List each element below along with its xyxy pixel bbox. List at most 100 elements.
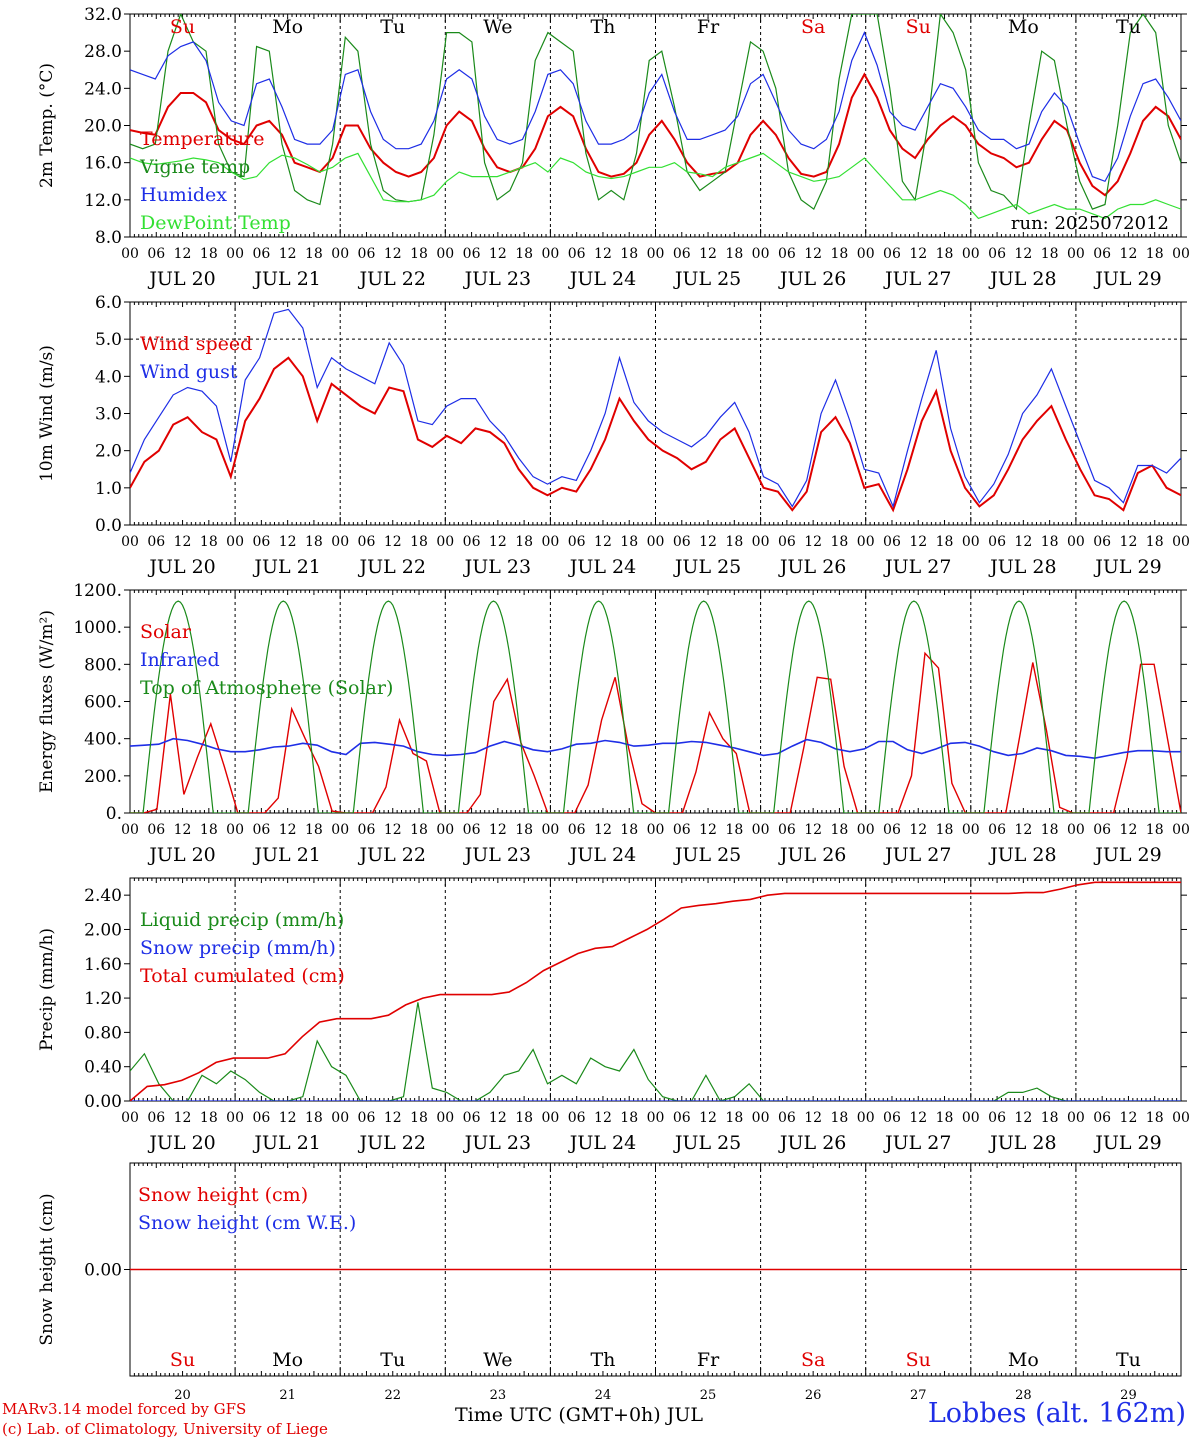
- x-hour-label: 18: [725, 246, 743, 262]
- x-hour-label: 12: [909, 822, 927, 838]
- dow-label: Tu: [1116, 16, 1141, 38]
- x-hour-label: 06: [252, 822, 270, 838]
- x-hour-label: 00: [436, 246, 454, 262]
- x-hour-label: 18: [1041, 246, 1059, 262]
- x-hour-label: 06: [883, 534, 901, 550]
- x-date-label: JUL 22: [358, 844, 426, 866]
- dow-label: Su: [170, 16, 195, 38]
- series-line-0: [130, 651, 1181, 813]
- dow-label: Th: [590, 16, 615, 38]
- dow-label: Sa: [801, 1349, 825, 1371]
- x-date-label: JUL 21: [252, 556, 320, 578]
- x-hour-label: 00: [226, 534, 244, 550]
- x-hour-label: 00: [1067, 246, 1085, 262]
- y-tick-label: 20.0: [84, 117, 122, 137]
- x-hour-label: 00: [647, 822, 665, 838]
- x-hour-label: 00: [1172, 534, 1190, 550]
- x-hour-label: 12: [909, 246, 927, 262]
- legend-entry: Liquid precip (mm/h): [140, 909, 344, 931]
- x-hour-label: 18: [200, 534, 218, 550]
- day-number-label: 20: [174, 1388, 191, 1403]
- series-line-toa: [130, 600, 1181, 813]
- x-hour-label: 12: [1014, 1110, 1032, 1126]
- x-hour-label: 12: [279, 534, 297, 550]
- x-date-label: JUL 26: [778, 268, 846, 290]
- series-line-0: [130, 72, 1181, 197]
- x-hour-label: 12: [699, 534, 717, 550]
- x-date-label: JUL 20: [147, 1132, 215, 1154]
- panel-frame: [129, 13, 1182, 238]
- x-hour-label: 06: [1093, 1110, 1111, 1126]
- x-hour-label: 00: [541, 534, 559, 550]
- x-hour-label: 12: [1014, 246, 1032, 262]
- x-hour-label: 12: [594, 534, 612, 550]
- x-hour-label: 06: [883, 246, 901, 262]
- y-tick-label: 0.40: [84, 1058, 122, 1078]
- x-hour-label: 18: [1041, 822, 1059, 838]
- x-hour-label: 12: [489, 1110, 507, 1126]
- dow-label: Mo: [272, 16, 303, 38]
- x-hour-label: 12: [489, 534, 507, 550]
- x-hour-label: 00: [647, 1110, 665, 1126]
- x-date-label: JUL 29: [1093, 1132, 1161, 1154]
- x-hour-label: 18: [725, 1110, 743, 1126]
- x-hour-label: 12: [174, 246, 192, 262]
- x-hour-label: 00: [541, 1110, 559, 1126]
- day-number-label: 23: [490, 1388, 507, 1403]
- x-hour-label: 18: [1146, 822, 1164, 838]
- x-hour-label: 00: [436, 1110, 454, 1126]
- x-hour-label: 06: [883, 822, 901, 838]
- x-hour-label: 00: [121, 534, 139, 550]
- x-hour-label: 06: [252, 246, 270, 262]
- y-tick-label: 1000.: [73, 618, 122, 638]
- x-hour-label: 06: [988, 1110, 1006, 1126]
- x-hour-label: 00: [752, 822, 770, 838]
- x-hour-label: 00: [857, 822, 875, 838]
- panel-3: 0. 200. 400. 600. 800. 1000. 1200. Energy fluxe…: [37, 581, 1190, 866]
- legend-entry: Snow precip (mm/h): [140, 937, 336, 959]
- x-date-label: JUL 28: [988, 556, 1056, 578]
- x-hour-label: 00: [226, 1110, 244, 1126]
- legend-entry: Top of Atmosphere (Solar): [140, 677, 393, 699]
- day-number-label: 26: [805, 1388, 822, 1403]
- day-number-label: 22: [384, 1388, 401, 1403]
- dow-label: We: [483, 1349, 512, 1371]
- x-hour-label: 00: [857, 1110, 875, 1126]
- series-line-3: [130, 152, 1181, 220]
- x-hour-label: 18: [305, 534, 323, 550]
- dow-label: Fr: [697, 16, 720, 38]
- x-hour-label: 12: [279, 246, 297, 262]
- x-date-label: JUL 24: [568, 844, 636, 866]
- y-tick-label: 6.0: [95, 293, 122, 313]
- x-date-label: JUL 29: [1093, 844, 1161, 866]
- dow-label: Su: [170, 1349, 195, 1371]
- x-hour-label: 00: [962, 1110, 980, 1126]
- x-hour-label: 06: [988, 246, 1006, 262]
- x-hour-label: 18: [410, 1110, 428, 1126]
- x-date-label: JUL 21: [252, 1132, 320, 1154]
- x-hour-label: 18: [620, 1110, 638, 1126]
- panel-1: 8.0 12.0 16.0 20.0 24.0 28.0 32.0 2m Temp. (°C)…: [37, 5, 1190, 290]
- dow-label: Tu: [1116, 1349, 1141, 1371]
- y-tick-label: 16.0: [84, 154, 122, 174]
- series-line-0: [130, 1002, 1181, 1101]
- x-hour-label: 12: [1014, 822, 1032, 838]
- x-hour-label: 06: [147, 822, 165, 838]
- x-hour-label: 12: [489, 822, 507, 838]
- x-hour-label: 06: [988, 822, 1006, 838]
- y-tick-label: 0.00: [84, 1092, 122, 1112]
- x-hour-label: 18: [515, 534, 533, 550]
- x-hour-label: 18: [410, 822, 428, 838]
- y-tick-label: 0.: [106, 804, 122, 824]
- day-number-label: 27: [910, 1388, 927, 1403]
- x-hour-label: 18: [200, 1110, 218, 1126]
- x-hour-label: 12: [804, 1110, 822, 1126]
- x-hour-label: 12: [384, 1110, 402, 1126]
- x-date-label: JUL 27: [883, 1132, 951, 1154]
- y-tick-label: 8.0: [95, 228, 122, 248]
- day-number-label: 29: [1120, 1388, 1137, 1403]
- x-hour-label: 18: [936, 246, 954, 262]
- x-hour-label: 00: [857, 246, 875, 262]
- x-date-label: JUL 25: [673, 1132, 741, 1154]
- y-tick-label: 1200.: [73, 581, 122, 601]
